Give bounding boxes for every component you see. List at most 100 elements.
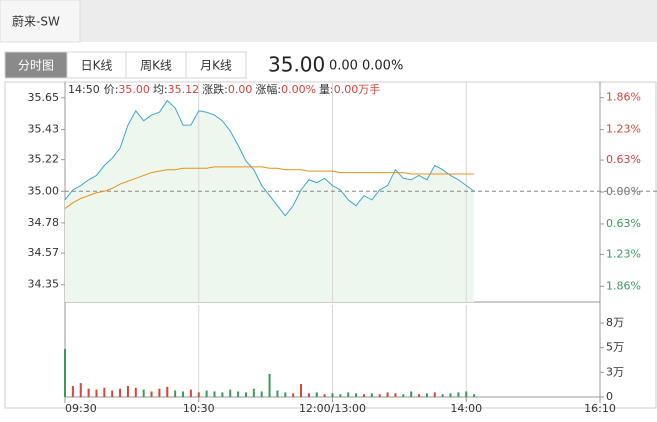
info-label: 涨幅: <box>255 83 281 96</box>
tab[interactable] <box>0 0 81 43</box>
volume-bar <box>126 385 129 397</box>
volume-bar <box>292 393 295 397</box>
view-button[interactable] <box>66 51 127 79</box>
y2-tick-label: 0.63% <box>606 153 641 166</box>
volume-bar <box>111 390 114 397</box>
info-value: 0.00% <box>281 83 316 96</box>
view-button[interactable] <box>185 51 247 79</box>
x-tick-label: 10:30 <box>183 402 215 415</box>
view-buttons: 分时图 日K线 周K线 月K线 <box>4 51 247 79</box>
y-tick-label: 35.43 <box>28 122 60 135</box>
volume-bar <box>268 373 271 397</box>
volume-bar <box>166 386 169 397</box>
info-line: 14:50 价:35.00 均:35.12 涨跌:0.00 涨幅:0.00% 量:0.00… <box>68 82 380 96</box>
volume-bar <box>158 388 161 397</box>
volume-bar <box>394 393 397 397</box>
price-line <box>64 99 475 217</box>
y2-tick-label: 1.86% <box>606 279 641 292</box>
volume-bar <box>237 391 240 397</box>
y2-tick-label: 1.23% <box>606 247 641 260</box>
info-label: 价: <box>104 83 119 96</box>
volume-bar <box>323 394 326 397</box>
view-label[interactable]: 周K线 <box>140 59 172 73</box>
y-tick-label: 35.00 <box>28 184 60 197</box>
volume-bar <box>174 390 177 397</box>
volume-bar <box>339 394 342 397</box>
volume-bar <box>284 392 287 397</box>
x-tick-label: 14:00 <box>450 402 482 415</box>
tab-label[interactable]: 蔚来-SW <box>12 15 60 29</box>
x-tick-label: 16:10 <box>584 402 616 415</box>
y-tick-label: 8万 <box>606 316 624 329</box>
y-tick-label: 3万 <box>606 365 624 378</box>
volume-bar <box>142 389 145 397</box>
volume-bar <box>410 391 413 397</box>
quote-change-pct: 0.00% <box>362 59 403 74</box>
y-tick-label: 34.57 <box>28 246 60 259</box>
volume-bar <box>362 394 365 397</box>
volume-bar <box>402 394 405 397</box>
info-time: 14:50 <box>68 83 100 96</box>
volume-bar <box>347 392 350 397</box>
volume-bar <box>378 394 381 397</box>
price-area <box>65 100 475 302</box>
view-button[interactable] <box>4 51 68 79</box>
y2-tick-label: 0.63% <box>606 217 641 230</box>
volume-bar <box>449 393 452 397</box>
y-tick-label: 34.78 <box>28 216 60 229</box>
price-line <box>64 166 475 209</box>
volume-bar <box>119 388 122 397</box>
volume-bar <box>473 394 476 397</box>
volume-bar <box>229 389 232 397</box>
y-tick-label: 35.65 <box>28 91 60 104</box>
y-tick-label: 0 <box>606 390 613 403</box>
y2-tick-label: 0.00% <box>606 185 641 198</box>
volume-bar <box>71 385 74 397</box>
volume-bar <box>315 392 318 397</box>
view-label[interactable]: 日K线 <box>81 59 113 73</box>
y2-tick-label: 1.23% <box>606 123 641 136</box>
view-button[interactable] <box>125 51 187 79</box>
volume-bar <box>307 393 310 397</box>
quote-price: 35.00 <box>268 53 325 77</box>
volume-bar <box>244 392 247 397</box>
volume-bar <box>252 388 255 397</box>
volume-bar <box>79 383 82 397</box>
volume-bar <box>331 393 334 397</box>
info-value: 35.12 <box>168 83 200 96</box>
volume-bar <box>433 392 436 397</box>
volume-bar <box>87 388 90 397</box>
volume-bar <box>64 348 66 397</box>
volume-bar <box>150 391 153 397</box>
view-label[interactable]: 分时图 <box>18 59 54 73</box>
view-label[interactable]: 月K线 <box>200 59 232 73</box>
volume-bar <box>182 391 185 397</box>
info-value: 0.00 <box>228 83 253 96</box>
volume-bar <box>370 393 373 397</box>
volume-bar <box>197 392 200 397</box>
x-tick-label: 12:00/13:00 <box>299 402 366 415</box>
y-tick-label: 34.35 <box>28 278 60 291</box>
volume-bar <box>418 394 421 397</box>
volume-bar <box>205 390 208 397</box>
volume-bar <box>386 392 389 397</box>
volume-bar <box>465 391 468 397</box>
y-tick-label: 35.22 <box>28 153 60 166</box>
x-tick-label: 09:30 <box>65 402 97 415</box>
info-value: 35.00 <box>118 83 150 96</box>
info-label: 均: <box>153 83 168 96</box>
volume-bar <box>103 387 106 397</box>
volume-bar <box>260 391 263 397</box>
quote-change: 0.00 <box>329 59 358 74</box>
tab-bar <box>0 0 657 42</box>
volume-bar <box>189 389 192 397</box>
volume-bar <box>221 392 224 397</box>
info-value: 0.00万手 <box>334 82 381 96</box>
volume-bar <box>457 392 460 397</box>
volume-bar <box>441 394 444 397</box>
volume-bar <box>425 393 428 397</box>
info-label: 量: <box>319 83 334 96</box>
y2-tick-label: 1.86% <box>606 91 641 104</box>
chart-frame <box>4 81 657 409</box>
